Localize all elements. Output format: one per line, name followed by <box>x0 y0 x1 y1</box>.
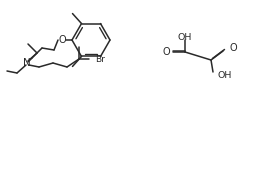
Text: Br: Br <box>95 55 105 63</box>
Text: N: N <box>23 58 31 68</box>
Text: O: O <box>58 35 66 45</box>
Text: OH: OH <box>178 32 192 41</box>
Text: O: O <box>230 43 238 53</box>
Text: OH: OH <box>217 70 231 79</box>
Text: O: O <box>162 47 170 57</box>
